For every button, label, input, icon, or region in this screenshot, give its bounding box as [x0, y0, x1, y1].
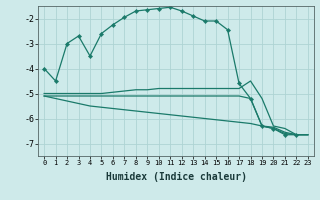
- X-axis label: Humidex (Indice chaleur): Humidex (Indice chaleur): [106, 172, 246, 182]
